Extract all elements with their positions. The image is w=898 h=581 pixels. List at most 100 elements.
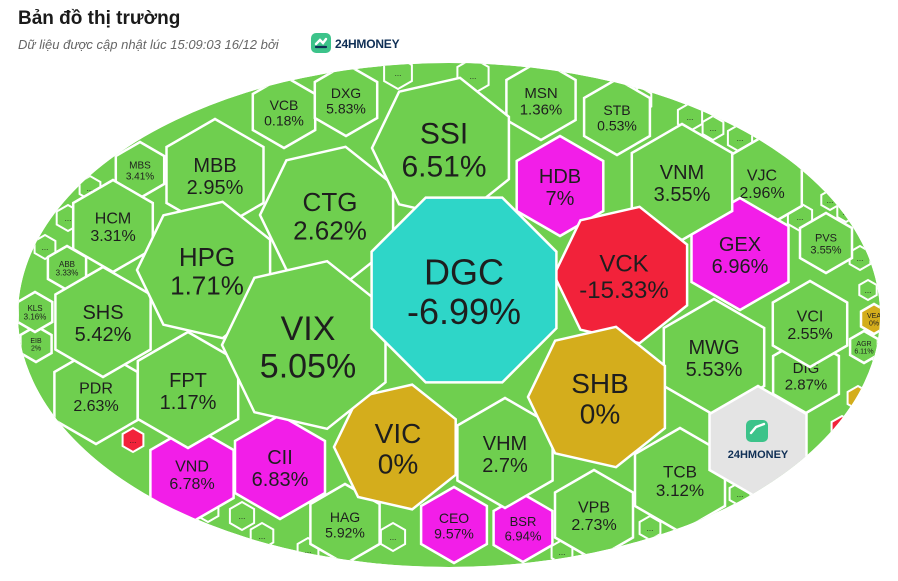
stock-cell-shape: [505, 63, 577, 142]
stock-change: 7%: [546, 188, 575, 210]
small-stock-cell-label: ...: [259, 532, 266, 541]
small-stock-cell-shape: [858, 278, 878, 302]
stock-cell-shape: [332, 383, 457, 511]
stock-change: 1.71%: [170, 271, 244, 301]
stock-ticker: MSN: [524, 85, 557, 102]
small-stock-cell-label: ...: [737, 490, 744, 499]
stock-change: 6.78%: [169, 476, 214, 493]
small-stock-cell-label: ...: [710, 124, 717, 133]
stock-change: 0%: [378, 449, 418, 480]
stock-cell-dgc[interactable]: DGC-6.99%: [370, 196, 558, 384]
small-stock-cell-label: ...: [737, 134, 744, 143]
stock-change: 5.05%: [260, 347, 356, 385]
stock-ticker: SHB: [571, 368, 629, 399]
stock-ticker: KLS: [27, 304, 42, 313]
stock-change: 5.42%: [75, 324, 132, 346]
small-stock-cell[interactable]: ...: [701, 114, 725, 142]
stock-cell-shape: [771, 279, 849, 369]
small-stock-cell-label: ...: [687, 526, 694, 535]
stock-cell-shape: [370, 196, 558, 384]
small-stock-cell-label: ...: [865, 286, 872, 295]
small-stock-cell-label: ...: [647, 524, 654, 533]
stock-change: 3.33%: [56, 269, 79, 278]
stock-change: 3.12%: [656, 481, 704, 500]
small-stock-cell[interactable]: ...: [830, 414, 854, 442]
stock-change: 3.55%: [654, 184, 711, 206]
stock-ticker: VIC: [375, 418, 422, 449]
small-stock-cell[interactable]: ...: [858, 278, 878, 302]
stock-cell-shape: [582, 77, 652, 157]
stock-ticker: VEA: [867, 313, 881, 320]
stock-cell-vck[interactable]: VCK-15.33%: [552, 205, 689, 345]
stock-change: 5.83%: [326, 100, 366, 116]
stock-change: 2.62%: [293, 216, 367, 246]
stock-ticker: VND: [175, 459, 209, 476]
small-stock-cell-label: ...: [797, 213, 804, 222]
small-stock-cell[interactable]: ...: [379, 521, 407, 553]
stock-cell-shape: [526, 325, 667, 469]
small-stock-cell[interactable]: ...: [836, 200, 856, 224]
small-stock-cell-label: ...: [827, 196, 834, 205]
small-stock-cell-label: ...: [857, 254, 864, 263]
brand-name: 24HMONEY: [335, 37, 400, 51]
stock-change: 0.53%: [597, 117, 637, 133]
stock-ticker: CTG: [303, 187, 358, 217]
small-stock-cell-label: ...: [687, 113, 694, 122]
stock-ticker: DXG: [331, 85, 361, 101]
stock-change: 3.31%: [90, 228, 135, 245]
small-stock-cell-shape: [379, 521, 407, 553]
stock-change: -6.99%: [407, 291, 521, 332]
small-stock-cell-label: ...: [839, 424, 846, 433]
stock-ticker: AGR: [856, 341, 871, 348]
small-stock-cell[interactable]: ...: [846, 384, 870, 412]
stock-cell-shape: [515, 134, 605, 238]
stock-change: 2.63%: [73, 398, 118, 415]
stock-ticker: MBS: [129, 161, 151, 172]
small-stock-cell-shape: [836, 200, 856, 224]
small-stock-cell[interactable]: ...: [249, 521, 275, 551]
stock-ticker: VIX: [281, 310, 336, 348]
stock-change: 2.55%: [787, 326, 832, 343]
stock-change: 2.87%: [785, 376, 828, 393]
stock-change: 3.55%: [810, 244, 841, 256]
stock-ticker: STB: [603, 102, 630, 118]
small-stock-cell[interactable]: ...: [820, 188, 840, 212]
small-stock-cell[interactable]: ...: [121, 426, 145, 454]
stock-cell-shape: [492, 492, 554, 564]
stock-cell-shape: [419, 485, 489, 565]
small-stock-cell[interactable]: ...: [819, 451, 841, 477]
stock-ticker: SHS: [82, 302, 123, 324]
stock-ticker: CEO: [439, 510, 469, 526]
small-stock-cell-label: ...: [87, 184, 94, 193]
small-stock-cell-shape: [846, 384, 870, 412]
small-stock-cell[interactable]: ...: [228, 500, 256, 532]
stock-cell-shape: [135, 200, 272, 340]
